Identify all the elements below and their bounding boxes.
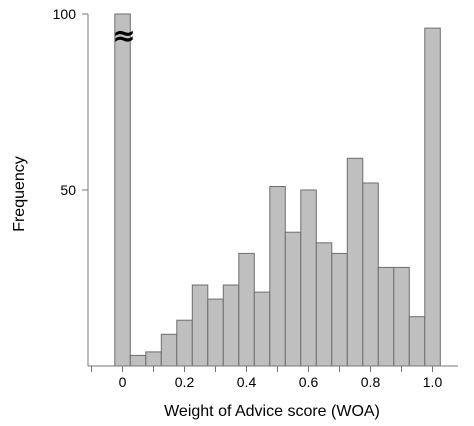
x-tick-label: 1.0	[423, 374, 443, 390]
y-axis-ticks: 50 100	[53, 6, 88, 198]
y-axis-label: Frequency	[11, 156, 28, 232]
bar-bin-12	[300, 189, 317, 367]
bar-bin-8	[238, 252, 255, 367]
x-axis-label: Weight of Advice score (WOA)	[164, 403, 380, 420]
x-tick-label: 0.4	[237, 374, 257, 390]
y-tick-label: 100	[53, 6, 77, 22]
bars-group	[114, 13, 441, 367]
bar-bin-1	[129, 354, 147, 367]
bar-bin-14	[331, 252, 348, 367]
bar-bin-11	[284, 231, 302, 367]
x-tick-label: 0.8	[361, 374, 381, 390]
x-tick-label: 0.2	[175, 374, 195, 390]
bar-bin-17	[377, 266, 395, 367]
bar-bin-15	[346, 157, 364, 367]
bar-bin-13	[315, 242, 333, 367]
bar-bin-20	[424, 27, 441, 367]
bar-bin-0	[114, 13, 131, 367]
axis-break-marker: ≈	[112, 19, 135, 52]
bar-bin-9	[253, 291, 271, 367]
y-tick-label: 50	[60, 182, 76, 198]
x-tick-label: 0.6	[299, 374, 319, 390]
bar-bin-5	[191, 284, 209, 367]
bar-bin-2	[145, 351, 162, 367]
bar-bin-19	[408, 316, 426, 367]
bar-bin-18	[393, 266, 410, 367]
bar-bin-3	[160, 333, 178, 367]
bar-bin-4	[176, 319, 193, 367]
bar-bin-6	[207, 298, 224, 367]
x-axis-ticks: 0 0.2 0.4 0.6 0.8 1.0	[91, 366, 443, 390]
bar-bin-10	[269, 186, 286, 367]
bar-bin-16	[362, 182, 379, 367]
x-tick-label: 0	[119, 374, 127, 390]
bar-bin-7	[222, 284, 240, 367]
